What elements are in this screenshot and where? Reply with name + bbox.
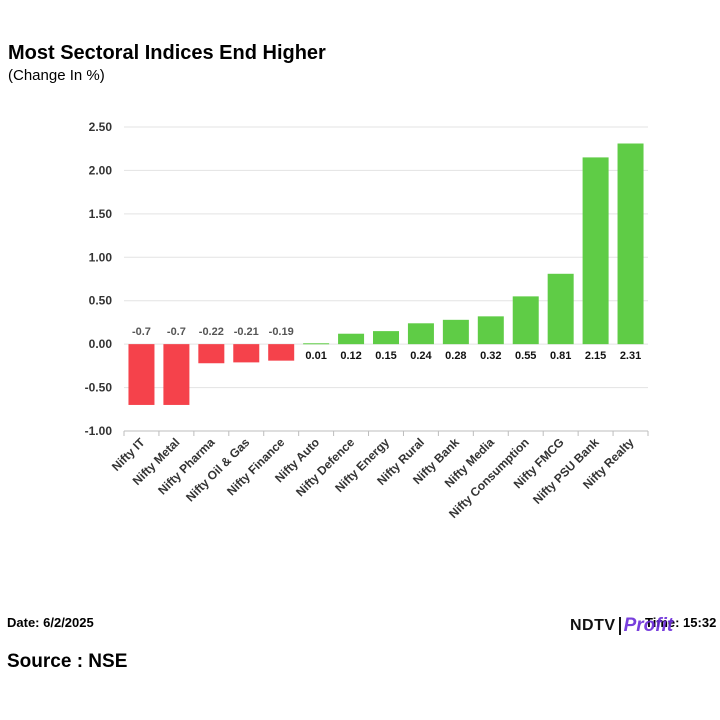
ndtv-profit-logo: NDTV Profit <box>570 614 673 638</box>
chart-title: Most Sectoral Indices End Higher <box>8 42 326 64</box>
logo-divider <box>618 617 621 635</box>
y-tick-label: -0.50 <box>85 381 113 395</box>
time-label: Time: 15:32 <box>645 615 717 630</box>
bar <box>198 344 225 364</box>
bar <box>268 344 295 361</box>
bar <box>128 344 155 405</box>
chart-subtitle: (Change In %) <box>8 67 105 84</box>
bar <box>338 333 365 345</box>
bar <box>442 319 469 345</box>
y-tick-label: 0.50 <box>89 294 113 308</box>
data-label: 0.28 <box>445 350 466 362</box>
data-label: 0.15 <box>375 350 396 362</box>
data-label: -0.7 <box>167 326 186 338</box>
data-label: -0.19 <box>269 326 294 338</box>
data-label: -0.22 <box>199 326 224 338</box>
logo-ndtv-text: NDTV <box>570 617 616 634</box>
bar <box>512 296 539 345</box>
bar <box>407 323 434 345</box>
source-label: Source : NSE <box>7 651 128 672</box>
bar-chart: -1.00-0.500.000.501.001.502.002.50-0.7Ni… <box>85 120 649 521</box>
data-label: 0.24 <box>410 350 432 362</box>
y-tick-label: -1.00 <box>85 424 113 438</box>
bar <box>303 343 330 345</box>
y-tick-label: 1.50 <box>89 207 113 221</box>
data-label: -0.7 <box>132 326 151 338</box>
data-label: -0.21 <box>234 326 259 338</box>
date-label: Date: 6/2/2025 <box>7 615 94 630</box>
bar <box>547 273 574 345</box>
data-label: 0.01 <box>305 350 326 362</box>
data-label: 0.32 <box>480 350 501 362</box>
bar <box>233 344 260 363</box>
data-label: 0.12 <box>340 350 361 362</box>
bar <box>617 143 644 345</box>
data-label: 2.31 <box>620 350 641 362</box>
data-label: 0.81 <box>550 350 571 362</box>
bar <box>163 344 190 405</box>
y-tick-label: 2.50 <box>89 120 113 134</box>
bar <box>373 331 399 345</box>
y-tick-label: 1.00 <box>89 250 113 264</box>
bar <box>477 316 504 345</box>
data-label: 2.15 <box>585 350 606 362</box>
y-tick-label: 2.00 <box>89 163 113 177</box>
data-label: 0.55 <box>515 350 536 362</box>
y-tick-label: 0.00 <box>89 337 113 351</box>
logo-profit-text: Profit <box>623 615 674 636</box>
bar <box>582 157 609 345</box>
